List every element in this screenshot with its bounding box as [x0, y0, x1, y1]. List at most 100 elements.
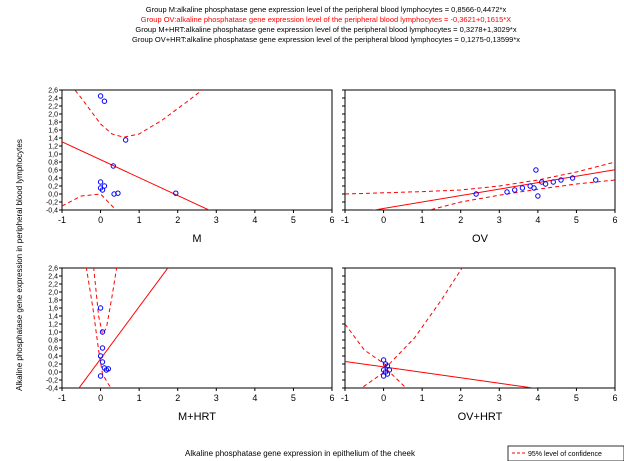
y-tick-label: 2,4	[48, 96, 58, 103]
y-tick-label: 1,2	[48, 144, 58, 151]
data-point	[173, 190, 179, 196]
x-tick-label: -1	[58, 215, 66, 225]
x-tick-label: 0	[98, 393, 103, 403]
data-point	[99, 329, 106, 335]
panel-grid: -1 0 1 2 3 4 5 6-0,4-0,20,00,20,40,60,81,01,21,…	[46, 88, 618, 424]
legend: 95% level of confidence	[507, 445, 624, 461]
data-point	[535, 193, 541, 199]
x-tick-label: 2	[175, 393, 180, 403]
data-point	[519, 185, 526, 191]
x-tick-label: 1	[420, 393, 425, 403]
y-tick-label: 0,0	[48, 192, 58, 199]
y-tick-label: 1,0	[48, 330, 58, 337]
y-tick-label: 1,2	[48, 322, 58, 329]
data-point	[533, 167, 539, 173]
y-tick-label: 2,2	[48, 282, 58, 289]
x-tick-label: 6	[612, 393, 617, 403]
panel-label: OV+HRT	[458, 411, 503, 423]
equation-line-1: Group M:alkaline phosphatase gene expres…	[146, 5, 507, 14]
legend-box	[507, 445, 624, 461]
y-tick-label: 0,2	[48, 362, 58, 369]
data-point	[97, 93, 104, 99]
data-point	[531, 185, 537, 191]
data-point	[380, 373, 387, 379]
y-tick-label: 0,8	[48, 338, 58, 345]
y-tick-label: -0,4	[46, 208, 58, 215]
data-point	[542, 181, 549, 187]
legend-label: 95% level of confidence	[528, 451, 602, 458]
x-tick-label: 0	[381, 215, 386, 225]
x-tick-label: 3	[497, 215, 502, 225]
regression-line	[78, 268, 169, 388]
y-tick-label: 2,6	[48, 88, 58, 95]
data-point	[504, 189, 510, 195]
x-tick-label: 2	[458, 393, 463, 403]
plot-frame	[61, 267, 333, 389]
data-point	[99, 345, 106, 351]
panel-ov: -1 0 1 2 3 4 5 6 OV	[341, 89, 618, 245]
y-axis-title: Alkaline phosphatase gene expression in …	[15, 139, 24, 391]
x-tick-label: 1	[420, 215, 425, 225]
y-tick-label: 0,4	[48, 176, 58, 183]
y-tick-label: 0,8	[48, 160, 58, 167]
x-tick-label: 6	[329, 215, 334, 225]
data-point	[110, 163, 117, 169]
x-tick-label: -1	[341, 215, 349, 225]
y-tick-label: 1,4	[48, 314, 58, 321]
data-point	[97, 179, 104, 185]
plot-frame	[344, 89, 616, 211]
x-tick-label: 5	[291, 215, 296, 225]
x-tick-label: 5	[574, 393, 579, 403]
x-tick-label: 1	[137, 393, 142, 403]
y-tick-label: -0,2	[46, 200, 58, 207]
confidence-band-upper	[345, 268, 463, 367]
x-tick-label: 5	[574, 215, 579, 225]
data-point	[473, 191, 479, 197]
data-point	[569, 175, 576, 181]
y-tick-label: 2,0	[48, 290, 58, 297]
x-tick-label: 4	[535, 215, 540, 225]
data-point	[593, 177, 599, 183]
y-tick-label: 2,4	[48, 274, 58, 281]
data-point	[115, 190, 121, 196]
equation-line-4: Group OV+HRT:alkaline phosphatase gene e…	[132, 35, 520, 44]
confidence-band-lower	[427, 179, 615, 210]
y-tick-label: 0,0	[48, 370, 58, 377]
x-tick-label: 5	[291, 393, 296, 403]
data-point	[122, 137, 129, 143]
y-tick-label: 1,8	[48, 120, 58, 127]
data-point	[550, 179, 556, 185]
confidence-band-upper	[74, 90, 203, 138]
data-point	[386, 367, 393, 373]
y-tick-label: 2,2	[48, 104, 58, 111]
data-point	[558, 177, 564, 183]
panel-label: M+HRT	[178, 411, 216, 423]
confidence-band-lower	[85, 268, 112, 388]
x-tick-label: 0	[381, 393, 386, 403]
y-tick-label: 1,8	[48, 298, 58, 305]
equation-line-3: Group M+HRT:alkaline phosphatase gene ex…	[135, 25, 516, 34]
panel-label: OV	[472, 233, 489, 245]
y-tick-label: 1,4	[48, 136, 58, 143]
y-tick-label: -0,2	[46, 378, 58, 385]
x-tick-label: 6	[612, 215, 617, 225]
y-tick-label: 0,2	[48, 184, 58, 191]
data-point	[105, 366, 111, 372]
x-axis-title: Alkaline phosphatase gene expression in …	[185, 449, 416, 458]
data-point	[97, 353, 104, 359]
x-tick-label: 3	[214, 215, 219, 225]
data-point	[101, 98, 108, 104]
x-tick-label: 4	[252, 393, 257, 403]
x-tick-label: 2	[458, 215, 463, 225]
y-tick-label: 1,0	[48, 152, 58, 159]
panel-label: M	[192, 233, 201, 245]
equation-line-2: Group OV:alkaline phosphatase gene expre…	[141, 15, 511, 24]
x-tick-label: 4	[252, 215, 257, 225]
confidence-band-lower	[62, 193, 117, 210]
data-point	[101, 183, 108, 189]
x-tick-label: 3	[497, 393, 502, 403]
panel-ov-hrt: -1 0 1 2 3 4 5 6 OV+HRT	[341, 267, 618, 423]
y-tick-label: 1,6	[48, 306, 58, 313]
x-tick-label: 1	[137, 215, 142, 225]
